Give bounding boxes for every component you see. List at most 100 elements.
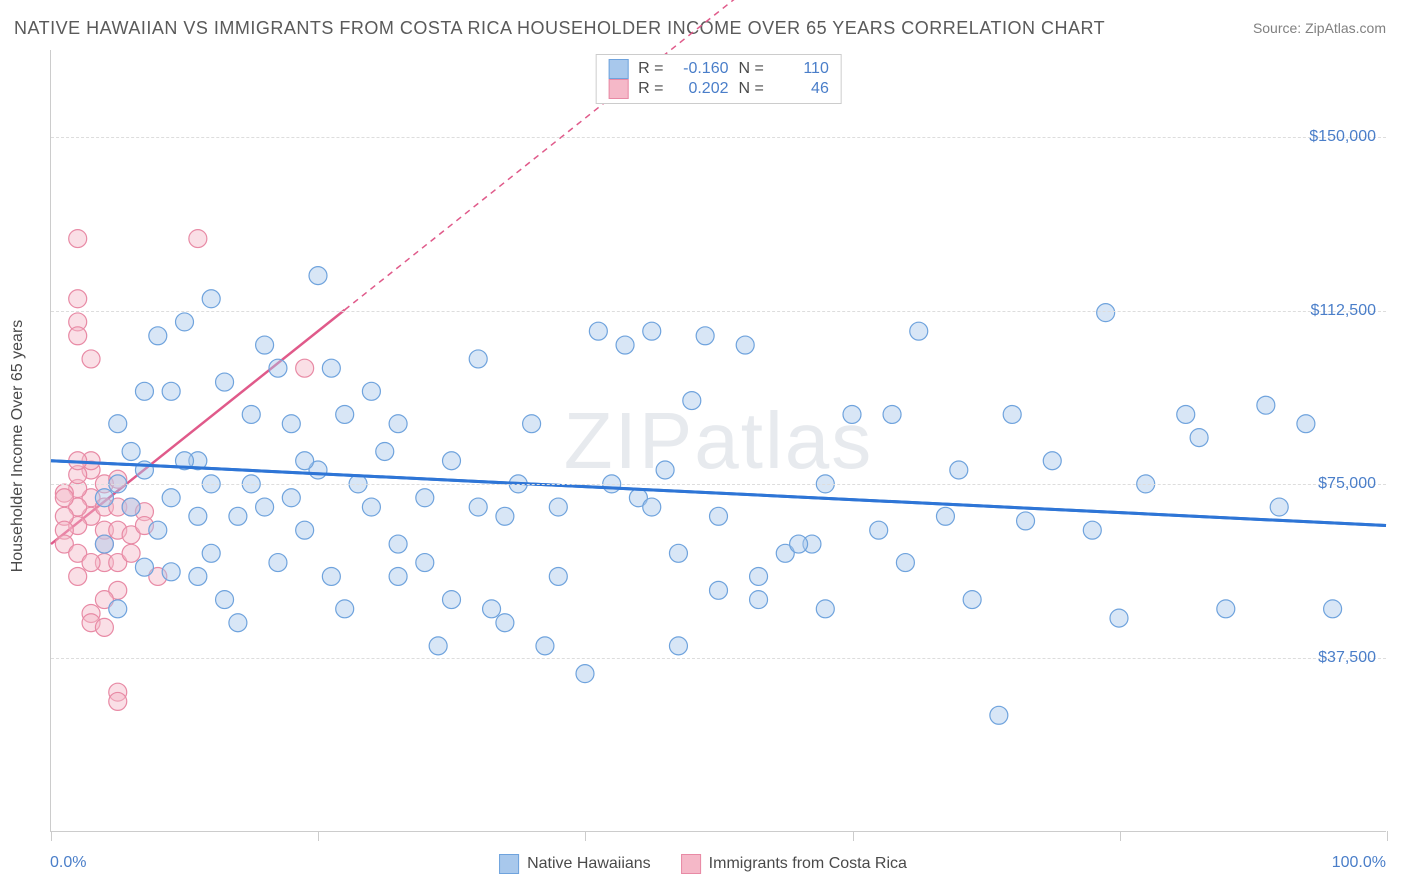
data-point bbox=[296, 521, 314, 539]
source-attribution: Source: ZipAtlas.com bbox=[1253, 20, 1386, 36]
data-point bbox=[95, 535, 113, 553]
source-prefix: Source: bbox=[1253, 20, 1305, 36]
correlation-legend: R = -0.160 N = 110 R = 0.202 N = 46 bbox=[595, 54, 842, 104]
data-point bbox=[1110, 609, 1128, 627]
data-point bbox=[683, 392, 701, 410]
series-legend: Native Hawaiians Immigrants from Costa R… bbox=[499, 854, 907, 874]
data-point bbox=[256, 498, 274, 516]
data-point bbox=[1017, 512, 1035, 530]
data-point bbox=[95, 489, 113, 507]
data-point bbox=[589, 322, 607, 340]
correlation-row-1: R = 0.202 N = 46 bbox=[608, 79, 829, 99]
x-axis-min-label: 0.0% bbox=[50, 854, 86, 872]
data-point bbox=[189, 230, 207, 248]
data-point bbox=[443, 591, 461, 609]
data-point bbox=[82, 350, 100, 368]
data-point bbox=[483, 600, 501, 618]
data-point bbox=[669, 637, 687, 655]
data-point bbox=[1297, 415, 1315, 433]
data-point bbox=[736, 336, 754, 354]
data-point bbox=[1097, 304, 1115, 322]
data-point bbox=[362, 498, 380, 516]
x-tick bbox=[1120, 831, 1121, 841]
data-point bbox=[896, 554, 914, 572]
r-label-1: R = bbox=[638, 80, 663, 98]
x-tick bbox=[853, 831, 854, 841]
data-point bbox=[710, 507, 728, 525]
data-point bbox=[576, 665, 594, 683]
data-point bbox=[389, 415, 407, 433]
data-point bbox=[189, 567, 207, 585]
swatch-series-1 bbox=[681, 854, 701, 874]
data-point bbox=[109, 600, 127, 618]
data-point bbox=[710, 581, 728, 599]
data-point bbox=[443, 452, 461, 470]
data-point bbox=[1324, 600, 1342, 618]
data-point bbox=[1270, 498, 1288, 516]
data-point bbox=[309, 267, 327, 285]
data-point bbox=[523, 415, 541, 433]
data-point bbox=[1217, 600, 1235, 618]
chart-title: NATIVE HAWAIIAN VS IMMIGRANTS FROM COSTA… bbox=[14, 18, 1105, 39]
data-point bbox=[69, 230, 87, 248]
data-point bbox=[870, 521, 888, 539]
gridline bbox=[51, 658, 1386, 659]
data-point bbox=[296, 359, 314, 377]
data-point bbox=[950, 461, 968, 479]
data-point bbox=[336, 600, 354, 618]
data-point bbox=[1177, 405, 1195, 423]
data-point bbox=[55, 489, 73, 507]
x-tick bbox=[1387, 831, 1388, 841]
data-point bbox=[336, 405, 354, 423]
data-point bbox=[202, 290, 220, 308]
source-link[interactable]: ZipAtlas.com bbox=[1305, 20, 1386, 36]
data-point bbox=[362, 382, 380, 400]
x-tick bbox=[318, 831, 319, 841]
legend-label-1: Immigrants from Costa Rica bbox=[709, 855, 907, 873]
r-value-0: -0.160 bbox=[674, 60, 729, 78]
x-axis-max-label: 100.0% bbox=[1332, 854, 1386, 872]
correlation-row-0: R = -0.160 N = 110 bbox=[608, 59, 829, 79]
data-point bbox=[696, 327, 714, 345]
chart-container: NATIVE HAWAIIAN VS IMMIGRANTS FROM COSTA… bbox=[0, 0, 1406, 892]
data-point bbox=[1083, 521, 1101, 539]
r-value-1: 0.202 bbox=[674, 80, 729, 98]
data-point bbox=[69, 327, 87, 345]
data-point bbox=[963, 591, 981, 609]
data-point bbox=[469, 498, 487, 516]
data-point bbox=[322, 567, 340, 585]
x-tick bbox=[585, 831, 586, 841]
data-point bbox=[1043, 452, 1061, 470]
data-point bbox=[376, 443, 394, 461]
legend-label-0: Native Hawaiians bbox=[527, 855, 651, 873]
data-point bbox=[69, 567, 87, 585]
data-point bbox=[269, 554, 287, 572]
data-point bbox=[790, 535, 808, 553]
data-point bbox=[669, 544, 687, 562]
data-point bbox=[162, 382, 180, 400]
n-label-0: N = bbox=[739, 60, 764, 78]
gridline bbox=[51, 484, 1386, 485]
r-label-0: R = bbox=[638, 60, 663, 78]
data-point bbox=[549, 498, 567, 516]
data-point bbox=[189, 507, 207, 525]
data-point bbox=[216, 373, 234, 391]
data-point bbox=[282, 489, 300, 507]
y-tick-label: $112,500 bbox=[1310, 302, 1376, 320]
plot-area: R = -0.160 N = 110 R = 0.202 N = 46 ZIPa… bbox=[50, 50, 1386, 832]
data-point bbox=[82, 554, 100, 572]
data-point bbox=[549, 567, 567, 585]
plot-svg bbox=[51, 50, 1386, 831]
data-point bbox=[416, 489, 434, 507]
y-axis-title: Householder Income Over 65 years bbox=[9, 320, 27, 573]
data-point bbox=[910, 322, 928, 340]
data-point bbox=[643, 322, 661, 340]
data-point bbox=[469, 350, 487, 368]
n-label-1: N = bbox=[739, 80, 764, 98]
data-point bbox=[536, 637, 554, 655]
data-point bbox=[122, 443, 140, 461]
data-point bbox=[122, 498, 140, 516]
data-point bbox=[229, 507, 247, 525]
x-tick bbox=[51, 831, 52, 841]
data-point bbox=[936, 507, 954, 525]
